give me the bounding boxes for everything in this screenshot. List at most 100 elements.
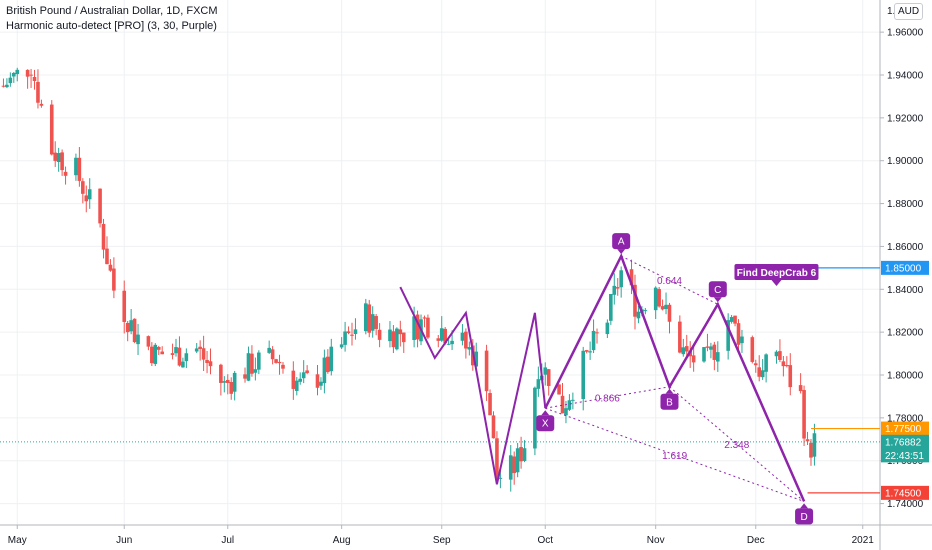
candle-body [395, 328, 399, 350]
y-tick-label: 1.80000 [887, 371, 924, 382]
x-tick-label: Sep [433, 535, 451, 546]
point-label-X: X [542, 419, 549, 430]
candle-body [805, 439, 810, 442]
candle-body [219, 364, 223, 383]
candle-body [709, 346, 713, 350]
candle-body [422, 317, 427, 319]
y-tick-label: 1.92000 [887, 113, 924, 124]
axis-price-text: 1.85000 [885, 263, 922, 274]
candle-body [750, 337, 755, 362]
candle-body [12, 72, 16, 77]
y-tick-label: 1.96000 [887, 28, 924, 39]
candle-body [339, 344, 344, 348]
candle-body [581, 350, 586, 400]
y-tick-label: 1.84000 [887, 285, 924, 296]
candle-body [201, 348, 206, 360]
point-pointer [541, 410, 550, 416]
candle-body [536, 379, 541, 389]
ratio-line-XD [545, 407, 805, 502]
candle-body [329, 346, 334, 372]
candle-body [609, 294, 613, 321]
candle-body [488, 393, 492, 416]
candle-body [591, 330, 596, 351]
point-label-C: C [714, 285, 721, 296]
candle-body [691, 355, 696, 363]
candle-body [315, 374, 320, 388]
candle-body [257, 352, 261, 370]
ratio-line-XB [545, 386, 670, 409]
candle-body [281, 364, 285, 369]
candle-body [174, 347, 178, 354]
candle-body [87, 189, 92, 200]
candle-body [653, 287, 658, 311]
candle-body [667, 304, 672, 322]
y-tick-label: 1.82000 [887, 328, 924, 339]
y-tick-label: 1.78000 [887, 413, 924, 424]
candle-body [436, 338, 441, 341]
candle-body [319, 381, 323, 386]
axis-price-text: 1.74500 [885, 488, 922, 499]
candle-body [778, 351, 782, 360]
axis-price-tag [881, 421, 929, 436]
candle-body [546, 369, 551, 386]
candle-body [194, 348, 199, 352]
candle-body [474, 351, 479, 367]
candle-body [788, 365, 793, 388]
currency-badge[interactable]: AUD [894, 3, 923, 20]
chart-legend: British Pound / Australian Dollar, 1D, F… [6, 4, 218, 34]
candle-body [153, 344, 158, 364]
candle-body [232, 372, 237, 392]
candle-body [812, 433, 817, 457]
candle-body [277, 361, 282, 364]
pattern-point-A: A [612, 233, 631, 255]
candle-body [774, 351, 779, 357]
candle-body [615, 287, 620, 289]
point-pointer [665, 388, 674, 394]
axis-price-text: 22:43:51 [885, 451, 924, 462]
candle-body [643, 310, 648, 312]
candle-body [729, 317, 734, 322]
pattern-point-C: C [708, 281, 727, 303]
candle-body [678, 321, 682, 353]
candle-body [198, 346, 202, 349]
candle-body [595, 332, 599, 334]
ratio-label-2.348: 2.348 [724, 440, 749, 451]
candle-body [1, 85, 6, 87]
candle-body [802, 390, 806, 439]
y-tick-label: 1.94000 [887, 71, 924, 82]
candle-body [53, 152, 58, 161]
candle-body [101, 223, 106, 250]
symbol-title: British Pound / Australian Dollar, 1D, F… [6, 5, 218, 17]
candle-body [225, 379, 230, 383]
candle-body [205, 360, 209, 364]
candle-body [398, 329, 403, 335]
axis-price-tag [881, 448, 929, 463]
candle-body [49, 104, 54, 155]
candle-body [112, 268, 116, 291]
candle-body [156, 346, 161, 350]
candle-body [136, 334, 140, 345]
candle-body [633, 284, 637, 317]
candle-body [129, 320, 133, 332]
candle-body [785, 365, 789, 367]
candle-body [522, 448, 527, 461]
candle-body [160, 351, 164, 355]
ratio-label-1.619: 1.619 [662, 451, 687, 462]
candle-body [557, 384, 561, 395]
candle-body [60, 152, 64, 171]
candle-body [274, 359, 278, 363]
candle-body [377, 329, 382, 340]
candle-body [508, 455, 513, 480]
candle-body [15, 69, 20, 75]
candle-body [760, 370, 765, 378]
candle-body [350, 334, 354, 336]
candle-body [388, 329, 392, 342]
candle-body [39, 103, 44, 106]
prior-zigzag-leg [399, 286, 547, 485]
candle-body [63, 171, 68, 176]
candle-body [253, 369, 258, 373]
pattern-point-X: X [536, 410, 555, 432]
y-tick-label: 1.88000 [887, 199, 924, 210]
